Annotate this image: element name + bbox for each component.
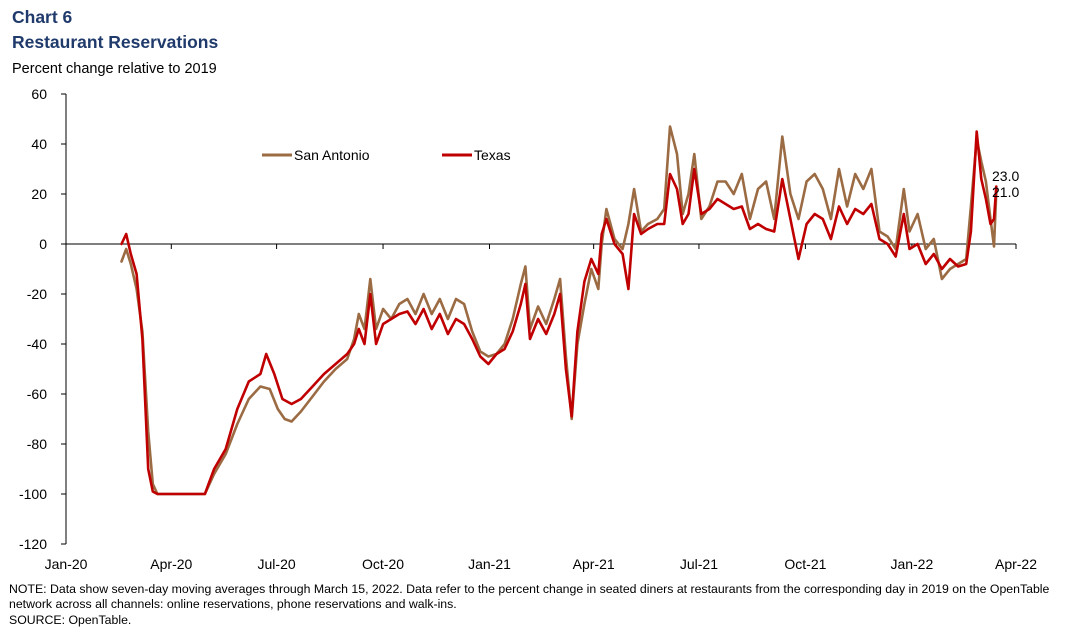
y-tick-label: 20 — [31, 186, 47, 202]
x-tick-label: Jan-22 — [890, 556, 933, 572]
y-tick-label: -80 — [27, 436, 47, 452]
x-tick-label: Jan-21 — [468, 556, 511, 572]
x-tick-label: Jan-20 — [45, 556, 88, 572]
legend: San Antonio Texas — [262, 147, 511, 163]
y-tick-label: -120 — [19, 536, 47, 552]
x-tick-label: Apr-21 — [573, 556, 615, 572]
axes: 60 40 20 0 -20 -40 -60 -80 -100 -120 Jan-20 Apr-20 J… — [19, 86, 1037, 572]
chart-number: Chart 6 — [12, 7, 73, 27]
end-label-san-antonio: 21.0 — [992, 184, 1019, 200]
chart-title: Restaurant Reservations — [12, 32, 219, 52]
series-line-texas — [120, 130, 998, 496]
source-note: SOURCE: OpenTable. — [9, 613, 132, 627]
y-tick-label: 0 — [39, 236, 47, 252]
end-labels: 23.021.0 — [992, 168, 1019, 200]
series-line-san-antonio — [120, 125, 998, 496]
y-tick-label: -40 — [27, 336, 47, 352]
x-tick-label: Jul-21 — [680, 556, 718, 572]
end-label-texas: 23.0 — [992, 168, 1019, 184]
y-tick-label: 40 — [31, 136, 47, 152]
x-tick-label: Jul-20 — [258, 556, 296, 572]
legend-label-san-antonio: San Antonio — [294, 147, 370, 163]
x-tick-label: Apr-20 — [150, 556, 192, 572]
legend-label-texas: Texas — [474, 147, 511, 163]
y-tick-label: -100 — [19, 486, 47, 502]
footnote: NOTE: Data show seven-day moving average… — [9, 582, 1050, 611]
line-chart: 60 40 20 0 -20 -40 -60 -80 -100 -120 Jan-20 Apr-20 J… — [19, 86, 1037, 572]
x-tick-label: Oct-21 — [784, 556, 826, 572]
y-axis-label: Percent change relative to 2019 — [12, 61, 217, 77]
x-tick-label: Oct-20 — [362, 556, 404, 572]
y-tick-label: 60 — [31, 86, 47, 102]
series-layer — [120, 125, 998, 496]
y-tick-label: -60 — [27, 386, 47, 402]
y-tick-label: -20 — [27, 286, 47, 302]
x-tick-label: Apr-22 — [995, 556, 1037, 572]
